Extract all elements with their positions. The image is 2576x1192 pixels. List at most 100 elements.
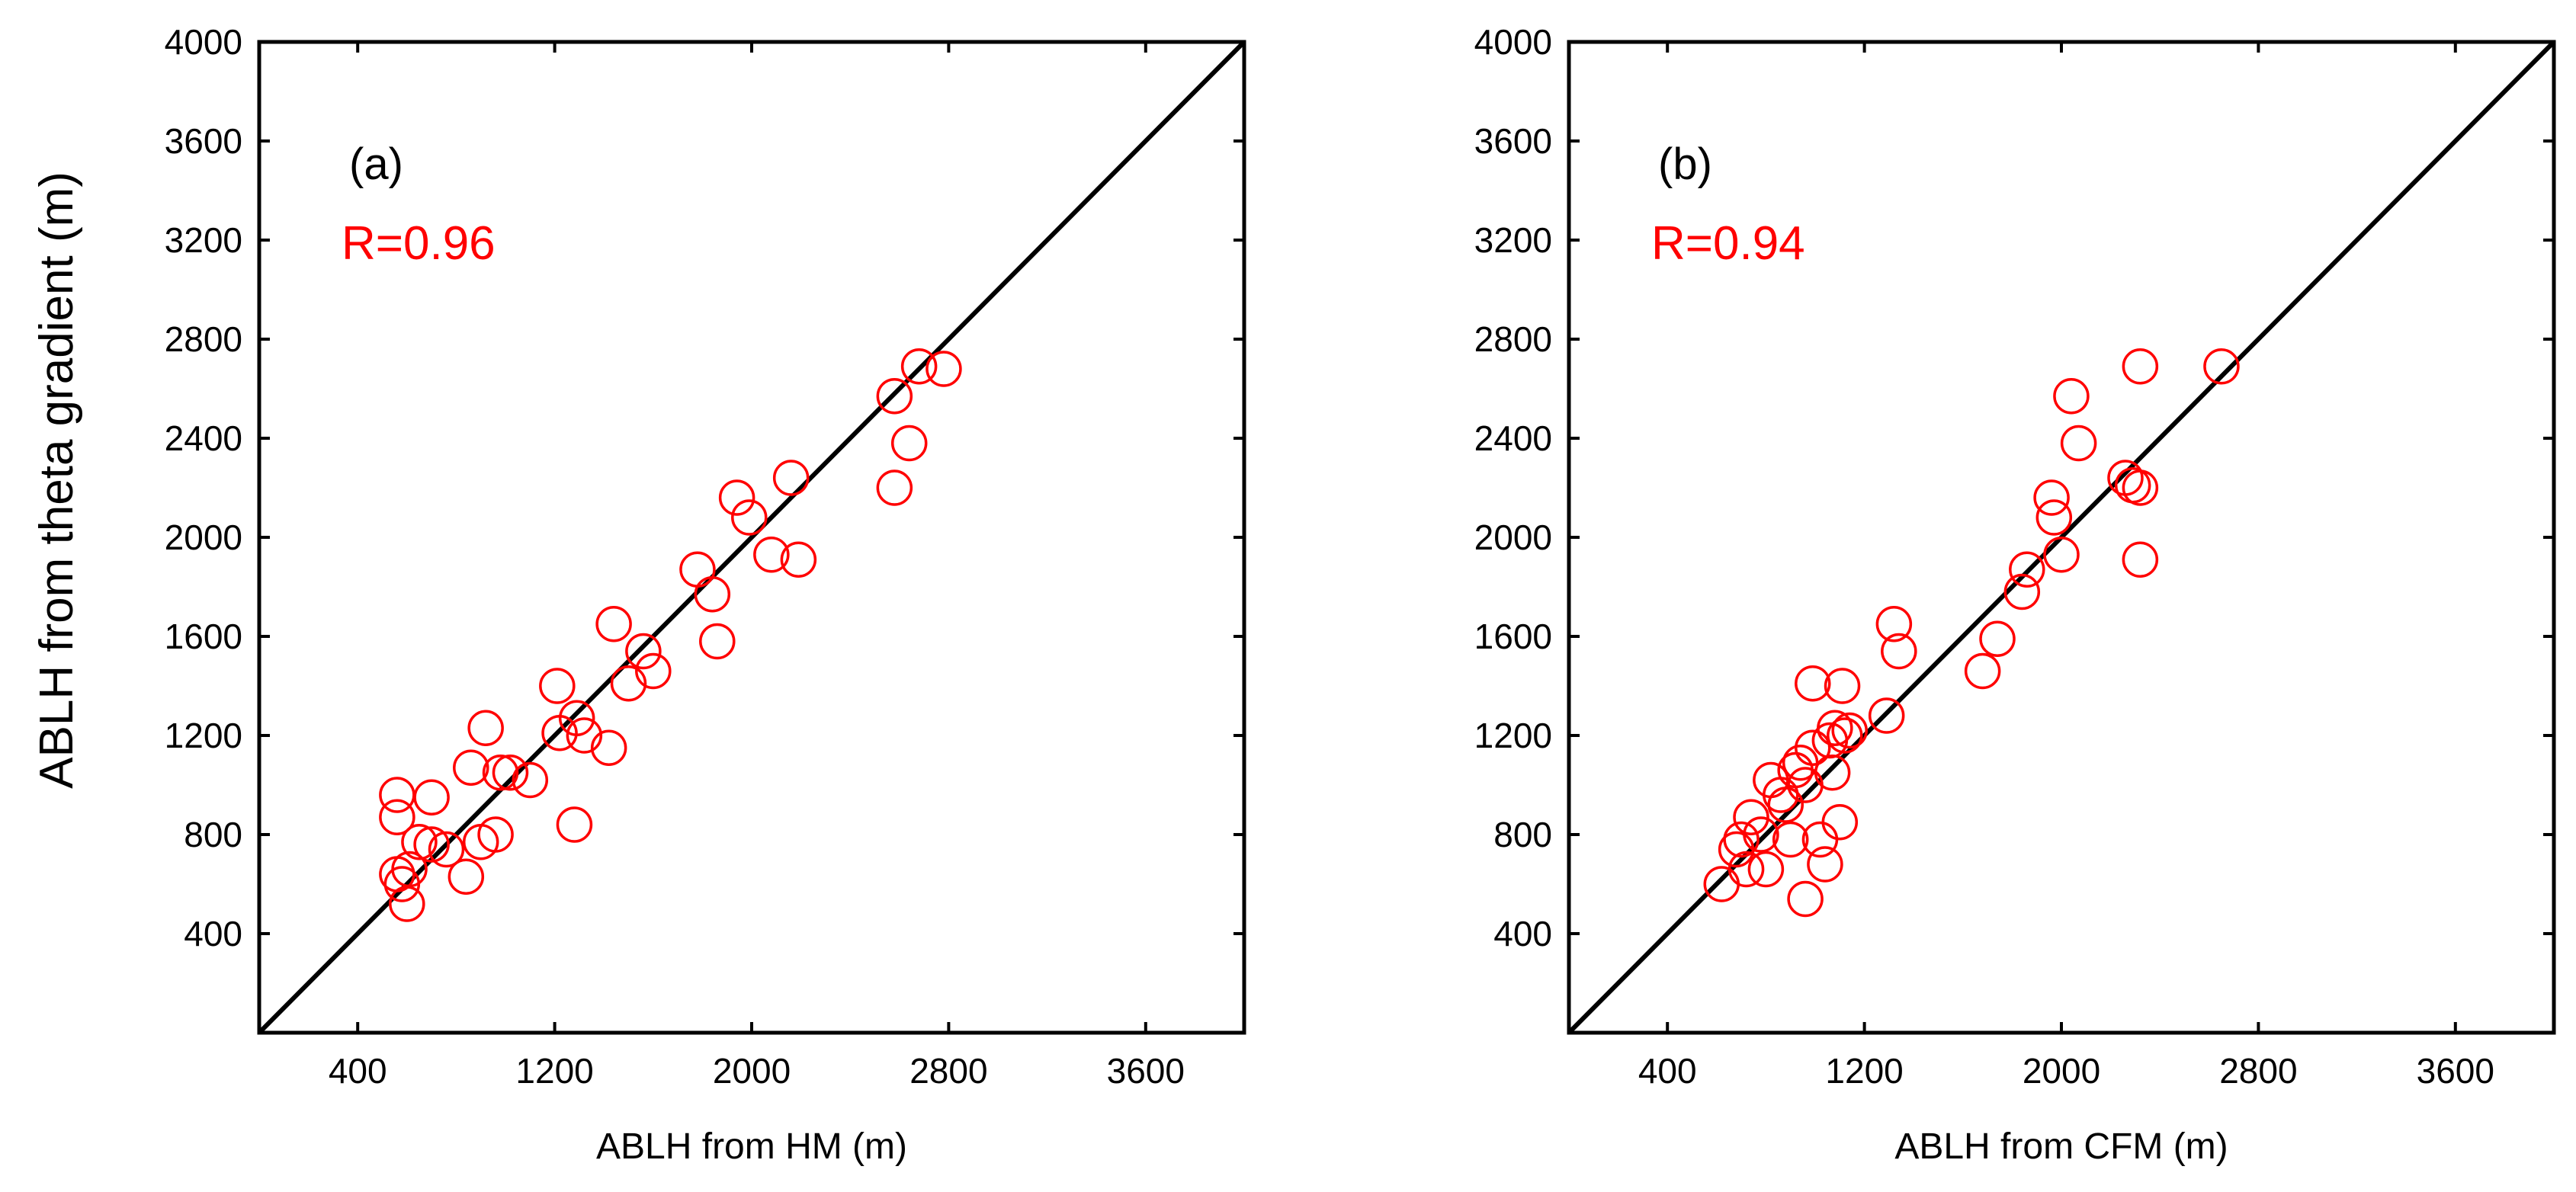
- y-tick-label: 1600: [165, 617, 242, 656]
- y-tick-label: 3200: [1474, 220, 1552, 260]
- y-tick-marks: 400 800 1200 1600 2000 2400 2800 3200 3600 4000: [1474, 22, 2554, 953]
- data-point: [413, 779, 450, 815]
- data-point: [2122, 541, 2159, 578]
- x-tick-label: 400: [1638, 1051, 1697, 1091]
- data-point: [694, 576, 731, 613]
- y-tick-label: 2000: [1474, 517, 1552, 557]
- correlation-annotation: R=0.94: [1651, 217, 1805, 270]
- data-point: [413, 826, 450, 863]
- data-point: [876, 378, 913, 415]
- data-point: [1821, 804, 1859, 841]
- x-tick-label: 400: [329, 1051, 387, 1091]
- y-tick-label: 800: [1493, 815, 1552, 854]
- x-tick-label: 1200: [1825, 1051, 1903, 1091]
- data-point: [2053, 378, 2090, 415]
- data-point: [772, 460, 810, 496]
- data-point: [2009, 551, 2045, 588]
- y-tick-label: 3200: [165, 220, 242, 260]
- y-tick-label: 1200: [165, 716, 242, 755]
- y-tick-label: 4000: [165, 22, 242, 62]
- data-point: [1782, 745, 1819, 781]
- data-point: [731, 499, 768, 536]
- data-point: [2033, 479, 2070, 516]
- data-point: [1772, 821, 1809, 858]
- data-point: [566, 717, 603, 754]
- data-point: [512, 761, 549, 799]
- data-points: [379, 348, 962, 922]
- data-point: [1747, 851, 1785, 888]
- data-point: [2003, 573, 2041, 610]
- data-point: [1807, 846, 1843, 883]
- data-point: [467, 710, 504, 746]
- x-tick-label: 3600: [1107, 1051, 1185, 1091]
- data-point: [1767, 787, 1804, 823]
- data-point: [477, 816, 514, 853]
- data-point: [718, 479, 755, 516]
- x-tick-label: 2800: [2219, 1051, 2297, 1091]
- y-tick-label: 400: [184, 914, 242, 953]
- data-point: [2122, 348, 2159, 385]
- y-tick-label: 2800: [165, 319, 242, 359]
- panel-a: 400 800 1200 1600 2000 2400 2800 3200 3600 4000 4…: [165, 22, 1246, 1167]
- data-point: [890, 425, 928, 462]
- data-point: [1733, 799, 1769, 835]
- data-point: [389, 886, 425, 922]
- one-to-one-line: [257, 40, 1246, 1035]
- y-tick-label: 400: [1493, 914, 1552, 953]
- data-point: [556, 806, 593, 843]
- data-point: [558, 700, 595, 736]
- data-point: [2043, 537, 2080, 573]
- data-point: [1743, 816, 1779, 853]
- data-point: [1964, 652, 2001, 690]
- y-axis-title: ABLH from theta gradient (m): [30, 171, 83, 789]
- data-point: [1831, 712, 1868, 749]
- data-point: [492, 755, 529, 791]
- data-point: [1827, 717, 1863, 754]
- data-points: [1703, 348, 2240, 918]
- y-tick-label: 3600: [1474, 121, 1552, 161]
- data-point: [590, 729, 627, 766]
- data-point: [780, 541, 817, 578]
- data-point: [401, 824, 438, 860]
- correlation-annotation: R=0.96: [342, 217, 496, 270]
- data-point: [876, 469, 913, 506]
- panel-b: 400 800 1200 1600 2000 2400 2800 3200 3600 4000 4…: [1474, 22, 2556, 1167]
- y-tick-label: 2400: [165, 418, 242, 458]
- y-tick-label: 800: [184, 815, 242, 854]
- data-point: [1817, 710, 1853, 746]
- data-point: [1727, 851, 1765, 888]
- data-point: [1979, 620, 2016, 657]
- data-point: [900, 348, 938, 385]
- x-tick-label: 2000: [713, 1051, 791, 1091]
- data-point: [595, 606, 632, 642]
- data-point: [699, 623, 736, 660]
- x-tick-label: 2000: [2023, 1051, 2100, 1091]
- data-point: [925, 351, 962, 387]
- x-axis-title: ABLH from CFM (m): [1894, 1126, 2228, 1167]
- data-point: [1875, 606, 1913, 642]
- data-point: [453, 749, 489, 786]
- x-tick-label: 3600: [2417, 1051, 2494, 1091]
- y-tick-marks: 400 800 1200 1600 2000 2400 2800 3200 3600 4000: [165, 22, 1244, 953]
- y-tick-label: 1600: [1474, 617, 1552, 656]
- data-point: [625, 633, 662, 670]
- panel-label: (a): [349, 139, 403, 189]
- data-point: [539, 668, 576, 704]
- data-point: [679, 551, 716, 588]
- y-tick-label: 2000: [165, 517, 242, 557]
- data-point: [635, 652, 672, 690]
- y-tick-label: 4000: [1474, 22, 1552, 62]
- data-point: [2203, 348, 2240, 385]
- x-tick-label: 2800: [909, 1051, 987, 1091]
- data-point: [2035, 499, 2073, 536]
- data-point: [610, 665, 647, 702]
- x-axis-title: ABLH from HM (m): [596, 1126, 907, 1167]
- data-point: [428, 831, 465, 868]
- data-point: [391, 851, 428, 888]
- data-point: [1881, 633, 1917, 670]
- y-tick-label: 2800: [1474, 319, 1552, 359]
- data-point: [448, 858, 485, 895]
- panel-label: (b): [1658, 139, 1712, 189]
- data-point: [1787, 880, 1824, 918]
